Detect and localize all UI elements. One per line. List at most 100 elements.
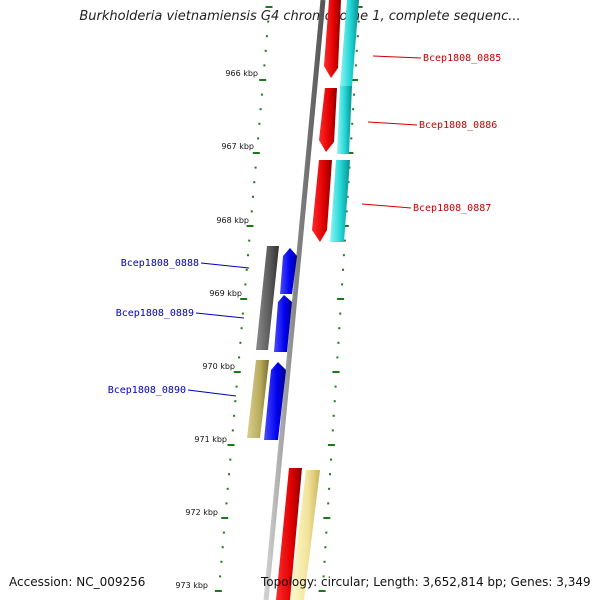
gene-label-0887[interactable]: Bcep1808_0887 bbox=[413, 203, 491, 214]
minor-tick bbox=[351, 122, 354, 125]
minor-tick bbox=[222, 531, 225, 534]
leader-0885 bbox=[372, 55, 422, 59]
minor-tick bbox=[337, 341, 340, 344]
minor-tick bbox=[331, 429, 334, 432]
minor-tick bbox=[355, 49, 358, 52]
minor-tick bbox=[220, 560, 223, 563]
kbp-label: 973 kbp bbox=[175, 581, 208, 590]
leader-0888 bbox=[200, 262, 250, 269]
minor-tick bbox=[328, 487, 331, 490]
minor-tick bbox=[330, 458, 332, 461]
minor-tick bbox=[239, 341, 242, 344]
gene-label-0889[interactable]: Bcep1808_0889 bbox=[116, 308, 194, 319]
minor-tick bbox=[228, 473, 230, 476]
kbp-label: 971 kbp bbox=[194, 435, 227, 444]
minor-tick bbox=[357, 20, 360, 23]
minor-tick bbox=[333, 400, 336, 403]
minor-tick bbox=[350, 137, 353, 140]
minor-tick bbox=[324, 546, 327, 549]
cog-bar-0885 bbox=[340, 0, 359, 86]
major-tick bbox=[214, 590, 222, 592]
minor-tick bbox=[341, 283, 344, 286]
minor-tick bbox=[336, 356, 339, 359]
gene-arrow-0885[interactable] bbox=[324, 0, 341, 78]
minor-tick bbox=[347, 181, 350, 184]
minor-tick bbox=[346, 195, 349, 198]
minor-tick bbox=[325, 531, 328, 534]
forward-genes bbox=[276, 0, 359, 600]
minor-tick bbox=[250, 210, 253, 213]
kbp-scale: 966 kbp 967 kbp 968 kbp 969 kbp 970 kbp … bbox=[175, 69, 258, 590]
minor-tick bbox=[248, 239, 251, 242]
minor-tick bbox=[247, 254, 249, 257]
gene-label-0890[interactable]: Bcep1808_0890 bbox=[108, 385, 186, 396]
gene-arrow-0889[interactable] bbox=[274, 295, 292, 352]
minor-tick bbox=[329, 473, 331, 476]
minor-tick bbox=[345, 210, 348, 213]
minor-tick bbox=[323, 560, 326, 563]
cog-bar-0886 bbox=[337, 86, 352, 154]
kbp-label: 970 kbp bbox=[202, 362, 235, 371]
gene-labels: Bcep1808_0885 Bcep1808_0886 Bcep1808_088… bbox=[108, 53, 502, 396]
major-tick bbox=[265, 6, 273, 8]
topology-text: Topology: circular; Length: 3,652,814 bp… bbox=[261, 575, 591, 589]
minor-tick bbox=[225, 502, 228, 505]
reverse-genes bbox=[247, 246, 297, 440]
major-tick bbox=[337, 298, 345, 300]
minor-tick bbox=[260, 93, 263, 96]
minor-tick bbox=[240, 327, 243, 330]
major-tick bbox=[259, 79, 267, 81]
gene-arrow-0888[interactable] bbox=[280, 248, 297, 294]
minor-tick bbox=[254, 166, 257, 169]
gene-label-0886[interactable]: Bcep1808_0886 bbox=[419, 120, 497, 131]
minor-tick bbox=[342, 268, 344, 271]
minor-tick bbox=[334, 385, 337, 388]
major-tick bbox=[332, 371, 340, 373]
minor-tick bbox=[339, 312, 342, 315]
major-tick bbox=[252, 152, 260, 154]
minor-tick bbox=[265, 35, 268, 38]
minor-tick bbox=[252, 195, 254, 198]
gene-label-0885[interactable]: Bcep1808_0885 bbox=[423, 53, 501, 64]
major-tick bbox=[227, 444, 235, 446]
minor-tick bbox=[263, 64, 266, 67]
leader-0886 bbox=[367, 121, 418, 126]
gene-arrow-0891[interactable] bbox=[276, 468, 302, 600]
gene-label-0888[interactable]: Bcep1808_0888 bbox=[121, 258, 199, 269]
cog-bar-0887 bbox=[330, 160, 350, 242]
outer-tick-ring bbox=[318, 6, 363, 592]
major-tick bbox=[233, 371, 241, 373]
major-tick bbox=[221, 517, 229, 519]
gene-arrow-0890[interactable] bbox=[264, 362, 286, 440]
minor-tick bbox=[343, 239, 346, 242]
major-tick bbox=[240, 298, 248, 300]
minor-tick bbox=[353, 93, 356, 96]
major-tick bbox=[341, 225, 349, 227]
minor-tick bbox=[229, 458, 232, 461]
genome-backbone bbox=[263, 0, 326, 600]
gene-arrow-0887[interactable] bbox=[312, 160, 332, 242]
minor-tick bbox=[327, 502, 330, 505]
cog-bar-0888-0889 bbox=[256, 246, 279, 350]
kbp-label: 967 kbp bbox=[221, 142, 254, 151]
leader-0889 bbox=[195, 312, 245, 319]
minor-tick bbox=[219, 575, 222, 578]
map-title: Burkholderia vietnamiensis G4 chromosome… bbox=[79, 9, 521, 24]
minor-tick bbox=[235, 385, 238, 388]
minor-tick bbox=[332, 414, 335, 417]
major-tick bbox=[318, 590, 326, 592]
leader-0887 bbox=[361, 203, 412, 209]
gene-arrow-0886[interactable] bbox=[319, 88, 337, 152]
minor-tick bbox=[241, 312, 244, 315]
minor-tick bbox=[238, 356, 241, 359]
minor-tick bbox=[342, 254, 345, 257]
kbp-label: 969 kbp bbox=[209, 289, 242, 298]
minor-tick bbox=[253, 181, 256, 184]
kbp-label: 966 kbp bbox=[225, 69, 258, 78]
minor-tick bbox=[338, 327, 341, 330]
minor-tick bbox=[354, 64, 357, 67]
kbp-label: 972 kbp bbox=[185, 508, 218, 517]
kbp-label: 968 kbp bbox=[216, 216, 249, 225]
major-tick bbox=[355, 6, 363, 8]
